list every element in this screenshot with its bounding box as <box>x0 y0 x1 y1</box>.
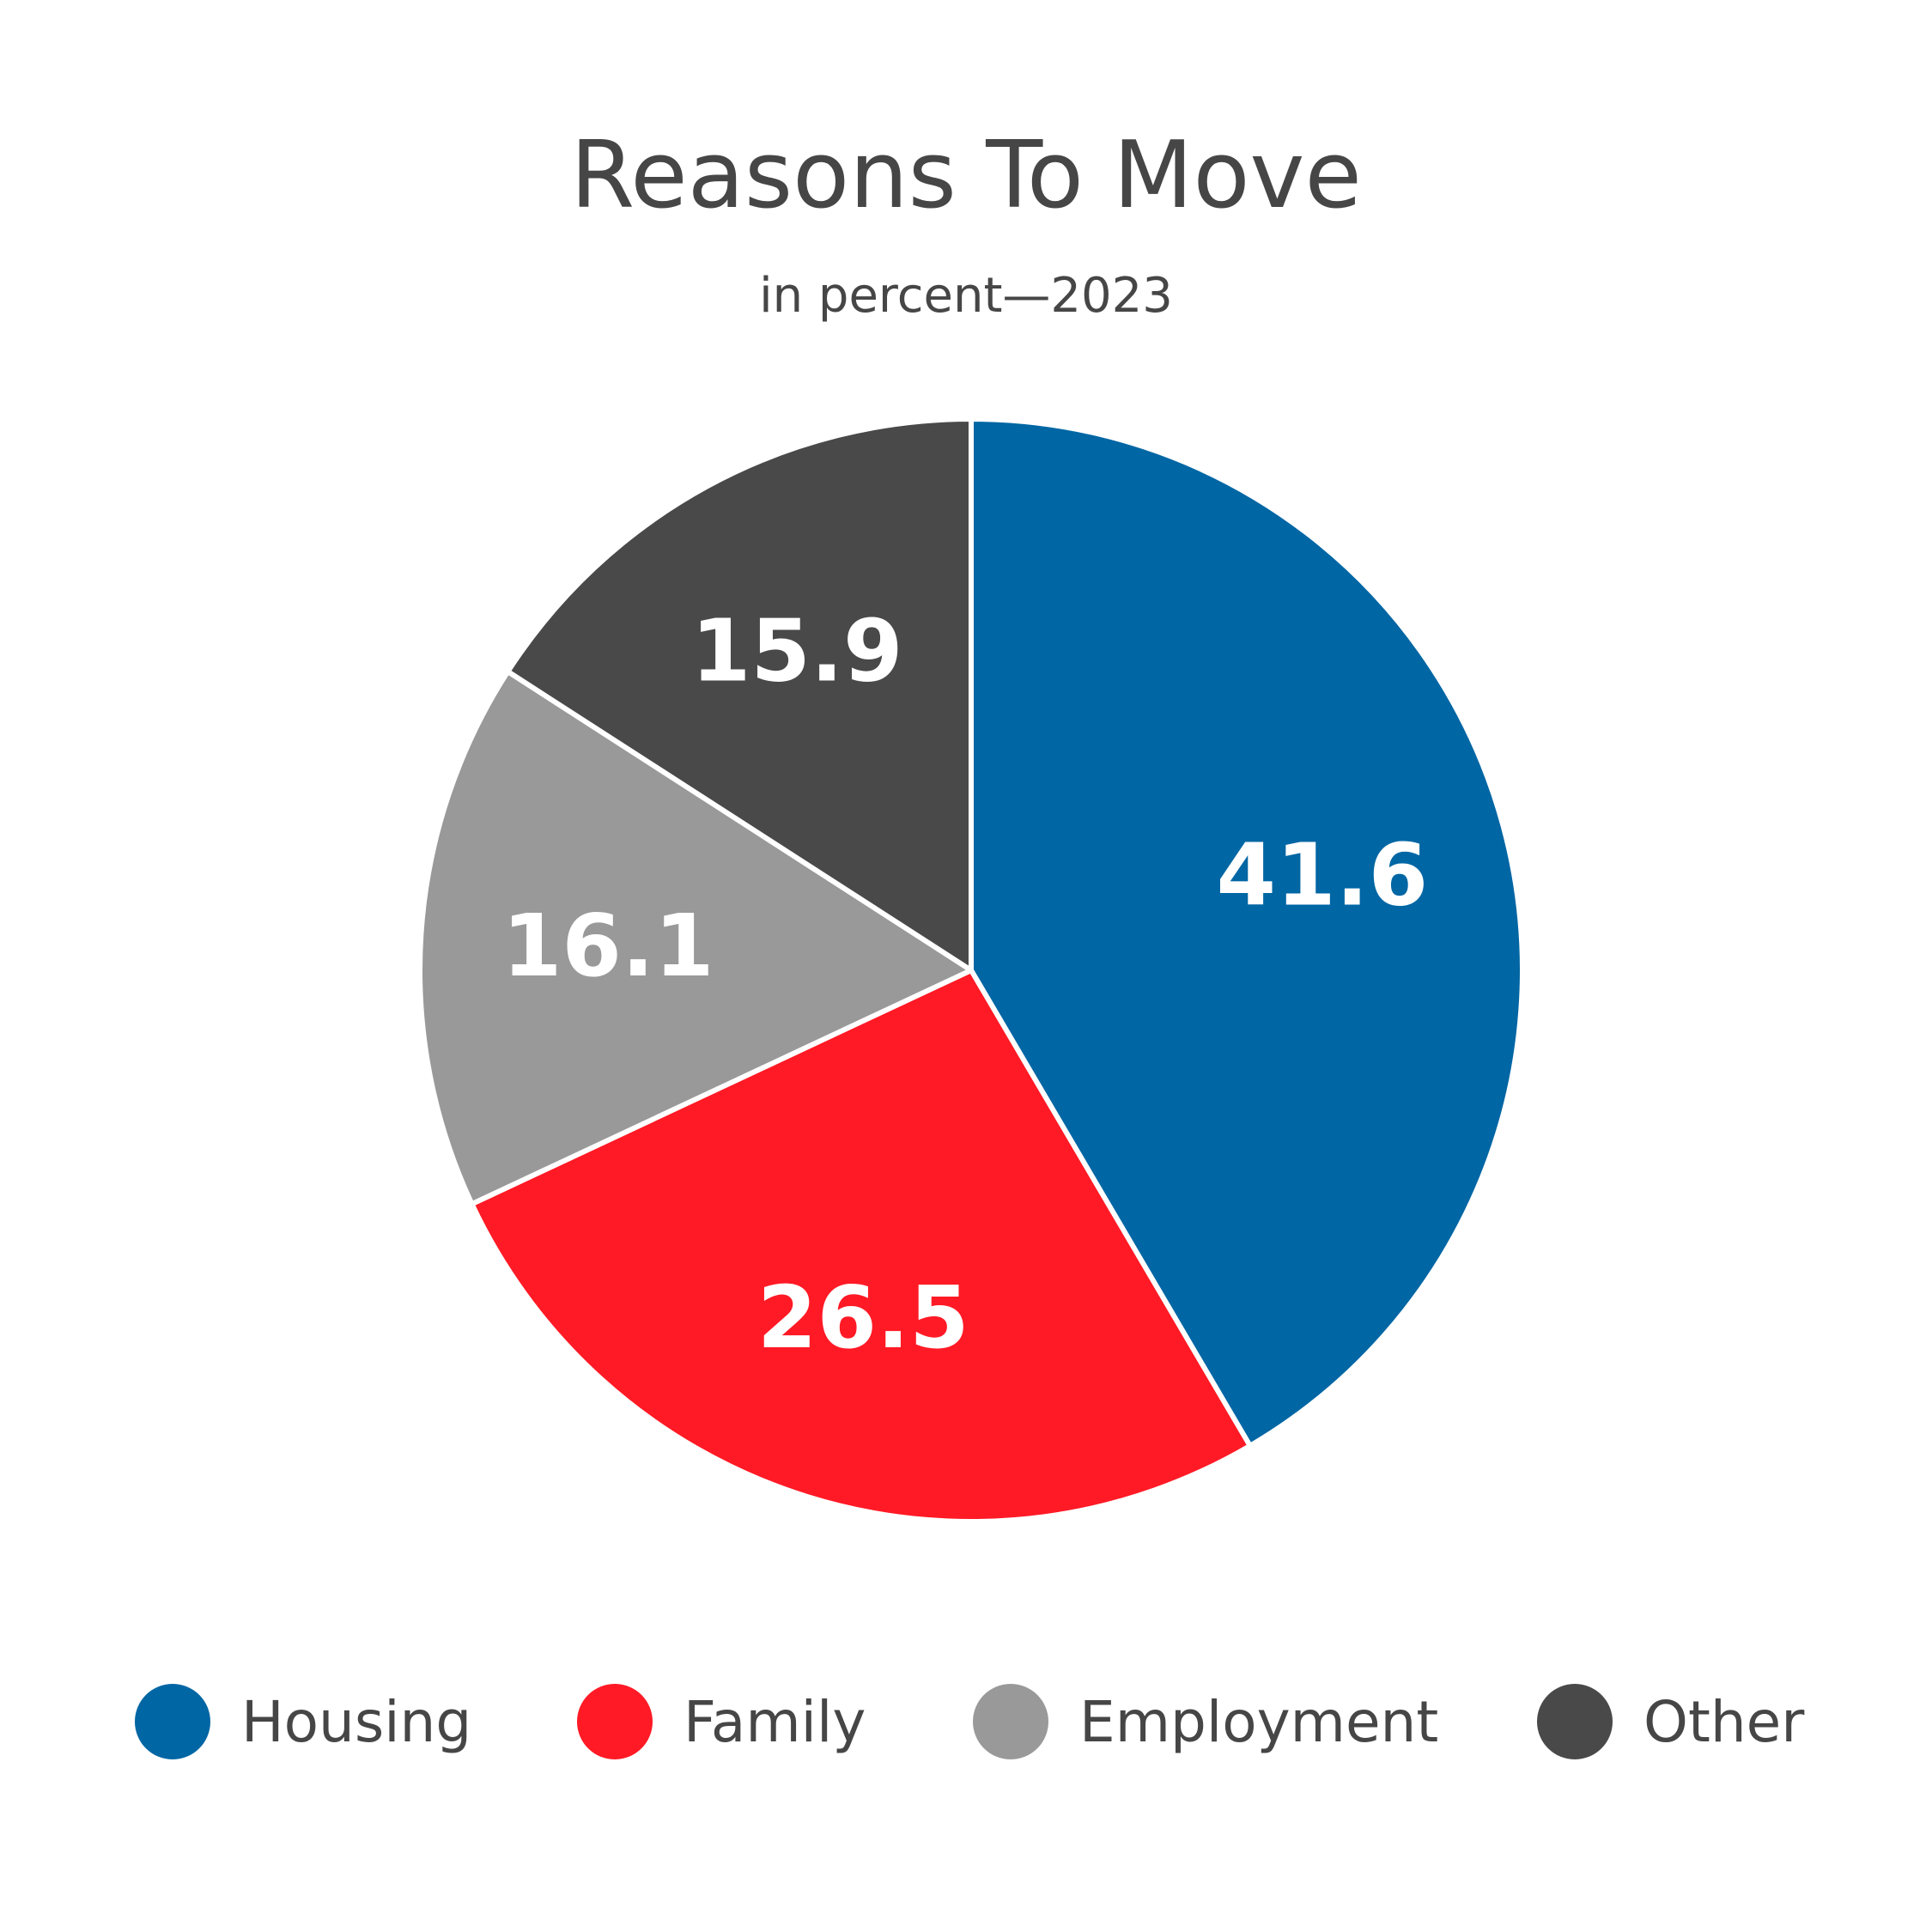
legend-item-family: Family <box>577 1674 866 1769</box>
legend-item-other: Other <box>1537 1674 1804 1769</box>
slice-value-label-other: 15.9 <box>691 601 903 702</box>
slice-value-label-family: 26.5 <box>757 1267 969 1368</box>
legend-swatch-family <box>577 1684 653 1759</box>
legend-label-other: Other <box>1643 1688 1805 1755</box>
slice-value-label-housing: 41.6 <box>1217 824 1429 925</box>
pie-slices <box>417 416 1525 1524</box>
pie-value-labels: 41.6 26.5 16.1 15.9 <box>502 601 1428 1369</box>
chart-title: Reasons To Move <box>570 122 1362 229</box>
pie-slice-family <box>469 968 1253 1524</box>
slice-value-label-employment: 16.1 <box>502 896 714 996</box>
pie-slice-other <box>505 416 974 973</box>
pie-slice-housing <box>969 416 1525 1449</box>
legend-item-employment: Employment <box>973 1674 1438 1769</box>
chart-subtitle: in percent—2023 <box>759 268 1173 324</box>
legend-item-housing: Housing <box>135 1674 471 1769</box>
legend-swatch-employment <box>973 1684 1048 1759</box>
legend-label-employment: Employment <box>1079 1688 1439 1755</box>
legend-swatch-other <box>1537 1684 1613 1759</box>
legend-swatch-housing <box>135 1684 210 1759</box>
pie-slice-employment <box>417 669 974 1207</box>
legend-label-housing: Housing <box>241 1688 472 1755</box>
legend: Housing Family Employment Other <box>0 1674 1932 1769</box>
legend-label-family: Family <box>683 1688 866 1755</box>
